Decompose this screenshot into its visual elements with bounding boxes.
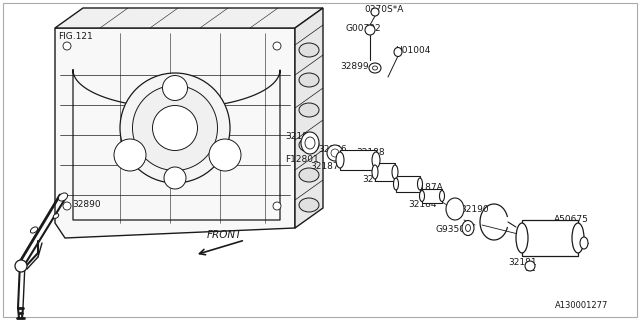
Ellipse shape <box>299 198 319 212</box>
Ellipse shape <box>209 139 241 171</box>
Ellipse shape <box>120 73 230 183</box>
Ellipse shape <box>305 137 315 149</box>
Ellipse shape <box>516 223 528 253</box>
Polygon shape <box>295 8 323 228</box>
Ellipse shape <box>273 202 281 210</box>
Text: H01004: H01004 <box>395 46 430 55</box>
Text: 32181: 32181 <box>508 258 536 267</box>
Polygon shape <box>55 28 295 238</box>
Ellipse shape <box>299 103 319 117</box>
Ellipse shape <box>163 76 188 100</box>
Polygon shape <box>396 176 420 192</box>
Ellipse shape <box>394 178 399 190</box>
Ellipse shape <box>299 168 319 182</box>
Polygon shape <box>375 163 395 181</box>
Text: 32186: 32186 <box>318 145 347 154</box>
Ellipse shape <box>63 202 71 210</box>
Ellipse shape <box>152 106 198 150</box>
Ellipse shape <box>63 42 71 50</box>
Ellipse shape <box>164 167 186 189</box>
Ellipse shape <box>394 47 402 57</box>
Ellipse shape <box>580 237 588 249</box>
Ellipse shape <box>392 165 398 179</box>
Ellipse shape <box>525 261 535 271</box>
Ellipse shape <box>31 227 38 233</box>
Text: G00702: G00702 <box>345 24 381 33</box>
Ellipse shape <box>336 152 344 168</box>
Ellipse shape <box>369 63 381 73</box>
Text: 0370S*A: 0370S*A <box>364 5 403 14</box>
Ellipse shape <box>299 43 319 57</box>
Ellipse shape <box>15 260 27 272</box>
Ellipse shape <box>53 214 59 218</box>
Polygon shape <box>522 220 578 256</box>
Text: 32183: 32183 <box>362 175 390 184</box>
Text: 32190: 32190 <box>460 205 488 214</box>
Ellipse shape <box>132 85 218 171</box>
Ellipse shape <box>273 42 281 50</box>
Ellipse shape <box>372 152 380 168</box>
Text: 32890: 32890 <box>72 200 100 209</box>
Ellipse shape <box>419 190 424 202</box>
Text: G93501: G93501 <box>435 225 471 234</box>
Text: 32189: 32189 <box>285 132 314 141</box>
Polygon shape <box>55 8 323 28</box>
Text: A130001277: A130001277 <box>555 301 609 310</box>
Text: 32187: 32187 <box>310 162 339 171</box>
Text: 32899: 32899 <box>340 62 369 71</box>
Text: 32187A: 32187A <box>408 183 443 192</box>
Ellipse shape <box>371 8 379 16</box>
Ellipse shape <box>301 132 319 154</box>
Polygon shape <box>422 189 442 203</box>
Text: FRONT: FRONT <box>207 230 243 240</box>
Ellipse shape <box>440 190 445 202</box>
Ellipse shape <box>299 138 319 152</box>
Text: 32188: 32188 <box>356 148 385 157</box>
Ellipse shape <box>372 66 378 70</box>
Ellipse shape <box>58 193 68 201</box>
Ellipse shape <box>327 145 343 161</box>
Text: F12801: F12801 <box>285 155 319 164</box>
Ellipse shape <box>372 165 378 179</box>
Ellipse shape <box>446 198 464 220</box>
Text: A50675: A50675 <box>554 215 589 224</box>
Text: 32184: 32184 <box>408 200 436 209</box>
Ellipse shape <box>462 220 474 236</box>
Ellipse shape <box>365 25 375 35</box>
Ellipse shape <box>299 73 319 87</box>
Ellipse shape <box>465 225 470 231</box>
Ellipse shape <box>417 178 422 190</box>
Ellipse shape <box>572 223 584 253</box>
Text: FIG.121: FIG.121 <box>58 32 93 41</box>
Ellipse shape <box>114 139 146 171</box>
Polygon shape <box>340 150 376 170</box>
Ellipse shape <box>331 149 339 157</box>
